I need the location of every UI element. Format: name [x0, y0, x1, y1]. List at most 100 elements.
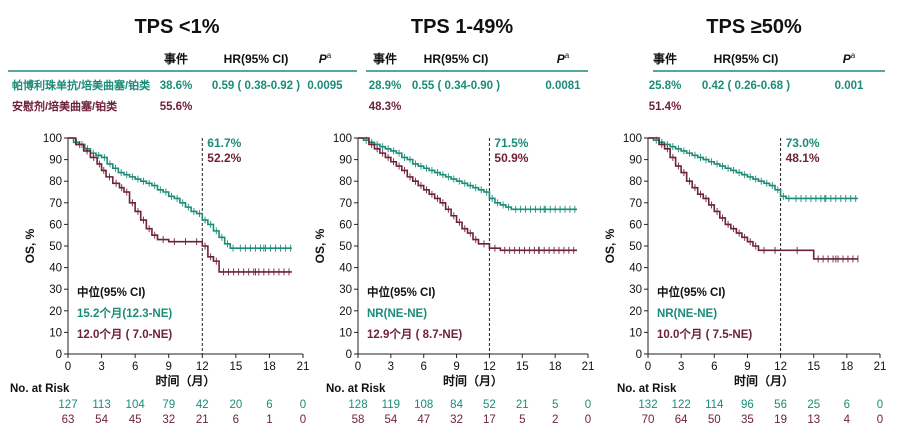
risk-count-ctrl: 64: [675, 414, 688, 426]
pembro-events: 38.6%: [160, 80, 193, 92]
risk-count-ctrl: 63: [62, 414, 75, 426]
risk-count-ctrl: 32: [450, 414, 463, 426]
panel-1: TPS <1% 事件 HR(95% CI) Pa 38.6% 0.59 ( 0.38-0.…: [8, 16, 357, 426]
y-tick-label: 90: [629, 155, 642, 167]
x-tick-label: 18: [263, 361, 276, 373]
risk-count-ctrl: 6: [233, 414, 239, 426]
x-tick-label: 6: [711, 361, 717, 373]
risk-count-ctrl: 50: [708, 414, 721, 426]
panel-title: TPS <1%: [134, 16, 219, 38]
risk-count-ctrl: 17: [483, 414, 496, 426]
y-axis-label: OS, %: [603, 228, 617, 263]
y-tick-label: 60: [629, 219, 642, 231]
risk-count-pembro: 25: [807, 399, 820, 411]
x-tick-label: 9: [744, 361, 750, 373]
risk-count-ctrl: 2: [552, 414, 558, 426]
y-tick-label: 60: [339, 219, 352, 231]
pembro-p: 0.0095: [307, 80, 343, 92]
p-superscript: a: [327, 51, 332, 60]
censor-marks-pembro: [365, 136, 576, 213]
landmark-label-ctrl: 48.1%: [786, 151, 820, 165]
median-ctrl: 10.0个月 ( 7.5-NE): [657, 327, 752, 341]
pembro-p: 0.0081: [545, 80, 581, 92]
y-tick-label: 30: [629, 284, 642, 296]
y-axis-label: OS, %: [23, 228, 37, 263]
x-tick-label: 21: [874, 361, 887, 373]
risk-count-pembro: 122: [672, 399, 691, 411]
x-axis-label: 时间（月）: [734, 373, 794, 388]
risk-count-pembro: 132: [638, 399, 657, 411]
pembro-hr: 0.59 ( 0.38-0.92 ): [212, 80, 300, 92]
km-curve-ctrl: [648, 137, 858, 260]
median-ctrl: 12.9个月 ( 8.7-NE): [367, 327, 462, 341]
y-tick-label: 50: [49, 241, 62, 253]
col-header-p: Pa: [557, 51, 570, 66]
x-tick-label: 6: [421, 361, 427, 373]
censor-marks-pembro: [75, 138, 292, 252]
col-header-hr: HR(95% CI): [224, 52, 289, 66]
x-tick-label: 0: [65, 361, 71, 373]
panel-2: TPS 1-49% 事件 HR(95% CI) Pa 28.9% 0.55 ( 0.34-…: [313, 16, 594, 426]
risk-count-pembro: 56: [774, 399, 787, 411]
risk-count-pembro: 128: [348, 399, 367, 411]
risk-count-ctrl: 19: [774, 414, 787, 426]
risk-count-pembro: 52: [483, 399, 496, 411]
censor-marks-ctrl: [661, 140, 859, 263]
risk-count-ctrl: 54: [384, 414, 397, 426]
p-label: P: [319, 52, 328, 66]
x-tick-label: 0: [355, 361, 361, 373]
x-axis-label: 时间（月）: [155, 373, 215, 388]
risk-label: No. at Risk: [10, 383, 70, 395]
axes: 0 10 20 30 40 50 60 70 80 90 100 0 3 6 9 12 15 18 21 时间（月） O…: [313, 133, 594, 388]
censor-marks-ctrl: [79, 140, 290, 276]
y-tick-label: 100: [43, 133, 62, 145]
risk-count-ctrl: 0: [300, 414, 306, 426]
pembro-events: 28.9%: [369, 80, 402, 92]
x-tick-label: 12: [774, 361, 787, 373]
x-tick-label: 18: [549, 361, 562, 373]
y-tick-label: 90: [49, 155, 62, 167]
risk-count-pembro: 0: [585, 399, 591, 411]
p-superscript: a: [565, 51, 570, 60]
risk-count-ctrl: 32: [162, 414, 175, 426]
risk-count-pembro: 113: [92, 399, 110, 411]
km-curve-pembro: [648, 137, 858, 200]
y-tick-label: 20: [629, 306, 642, 318]
p-label: P: [843, 52, 852, 66]
panel-title: TPS ≥50%: [706, 16, 802, 38]
y-axis-label: OS, %: [313, 228, 327, 263]
y-tick-label: 100: [333, 133, 352, 145]
y-tick-label: 10: [49, 327, 62, 339]
x-tick-label: 12: [196, 361, 209, 373]
y-tick-label: 50: [339, 241, 352, 253]
x-tick-label: 3: [388, 361, 394, 373]
risk-count-pembro: 96: [741, 399, 754, 411]
y-tick-label: 0: [56, 349, 62, 361]
x-tick-label: 0: [645, 361, 651, 373]
pembro-p: 0.001: [835, 80, 864, 92]
axes: 0 10 20 30 40 50 60 70 80 90 100 0 3 6 9 12 15 18 21 时间（月） O…: [23, 133, 309, 388]
median-title: 中位(95% CI): [367, 285, 436, 299]
p-label: P: [557, 52, 566, 66]
y-tick-label: 10: [339, 327, 352, 339]
panel-title: TPS 1-49%: [411, 16, 513, 38]
col-header-hr: HR(95% CI): [424, 52, 489, 66]
x-tick-label: 15: [516, 361, 529, 373]
y-tick-label: 0: [636, 349, 642, 361]
risk-count-pembro: 114: [705, 399, 724, 411]
median-pembro: NR(NE-NE): [657, 308, 717, 320]
risk-count-ctrl: 1: [266, 414, 272, 426]
risk-count-pembro: 0: [300, 399, 306, 411]
x-tick-label: 21: [582, 361, 595, 373]
landmark-label-pembro: 73.0%: [786, 136, 820, 150]
risk-count-pembro: 119: [382, 399, 400, 411]
risk-count-pembro: 21: [516, 399, 529, 411]
x-tick-label: 3: [98, 361, 104, 373]
landmark-label-ctrl: 50.9%: [494, 151, 528, 165]
landmark-label-pembro: 61.7%: [207, 136, 241, 150]
col-header-events: 事件: [373, 51, 397, 66]
pembro-hr: 0.55 ( 0.34-0.90 ): [412, 80, 500, 92]
risk-count-ctrl: 54: [95, 414, 108, 426]
y-tick-label: 60: [49, 219, 62, 231]
